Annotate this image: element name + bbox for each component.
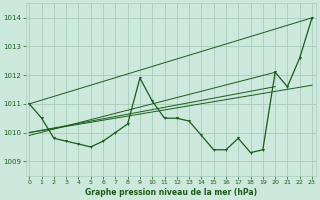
X-axis label: Graphe pression niveau de la mer (hPa): Graphe pression niveau de la mer (hPa) bbox=[84, 188, 257, 197]
